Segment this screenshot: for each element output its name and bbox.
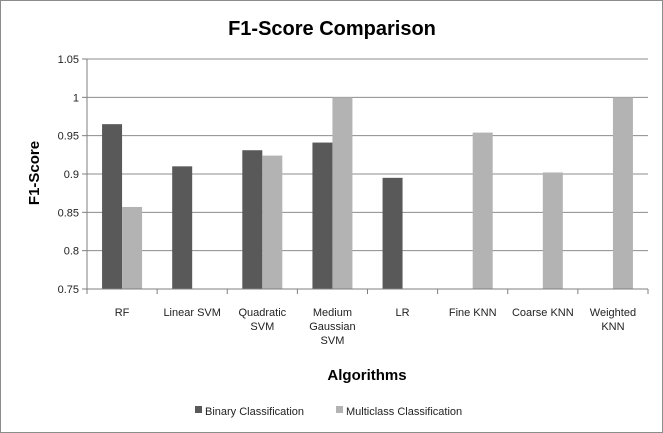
x-axis-title: Algorithms [327,367,406,384]
bar [472,132,493,289]
y-tick-label: 1 [73,92,79,104]
y-tick-label: 0.85 [58,207,79,219]
bar [612,97,633,289]
x-tick-label: Fine KNN [449,307,497,319]
y-axis-title: F1-Score [26,141,43,205]
x-tick-label: Weighted KNN [590,307,636,333]
x-tick-labels: RF Linear SVM Quadratic SVM Medium Gaussian SV… [115,307,636,347]
x-tick-label: LR [396,307,410,319]
bar [172,166,193,289]
bar [382,177,403,289]
x-tick-label: RF [115,307,130,319]
y-tick-label: 0.95 [58,131,79,143]
legend-label: Multiclass Classification [346,406,462,418]
bar [262,155,283,289]
bar [332,97,353,289]
y-tick-label: 0.8 [64,246,79,258]
bar [312,142,333,289]
legend-label: Binary Classification [205,406,304,418]
legend-swatch [336,406,343,413]
bar [122,206,143,289]
x-tick-label: Linear SVM [163,307,220,319]
bars [102,97,633,290]
grid-lines [87,58,648,252]
bar [542,172,563,289]
y-tick-labels: 0.75 0.8 0.85 0.9 0.95 1 1.05 [58,54,79,296]
x-tick-label: Coarse KNN [512,307,574,319]
bar [102,124,123,290]
axes [82,58,649,294]
chart-title: F1-Score Comparison [228,18,436,40]
legend-swatch [195,406,202,413]
y-tick-label: 0.9 [64,169,79,181]
x-tick-label: Medium Gaussian SVM [309,307,355,347]
y-tick-label: 0.75 [58,284,79,296]
y-tick-label: 1.05 [58,54,79,66]
x-tick-label: Quadratic SVM [238,307,286,333]
legend: Binary Classification Multiclass Classifi… [195,406,462,418]
bar [242,150,263,289]
